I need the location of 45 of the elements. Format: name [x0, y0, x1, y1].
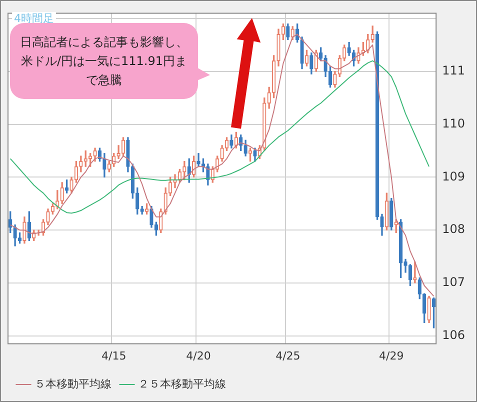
candlestick — [88, 153, 92, 167]
legend-label: ５本移動平均線 — [34, 377, 112, 390]
x-tick-label: 4/29 — [379, 349, 404, 362]
y-tick-label: 110 — [442, 116, 465, 130]
candlestick — [408, 264, 412, 286]
candlestick — [418, 277, 422, 300]
x-tick-label: 4/15 — [101, 349, 126, 362]
candlestick — [244, 140, 248, 156]
candlestick — [196, 153, 200, 167]
candlestick — [253, 148, 257, 162]
candlestick — [136, 187, 140, 215]
candlestick — [126, 137, 130, 172]
candlestick — [50, 203, 55, 215]
candlestick — [427, 296, 431, 323]
y-tick-label: 111 — [442, 64, 465, 78]
candlestick — [144, 203, 149, 215]
x-tick-label: 4/20 — [186, 349, 211, 362]
candlestick — [333, 71, 337, 88]
candlestick — [107, 160, 111, 172]
candlestick — [390, 198, 394, 230]
candlestick — [384, 192, 389, 230]
candlestick — [102, 153, 106, 178]
candlestick — [230, 134, 234, 148]
candlestick — [79, 156, 83, 172]
y-tick-label: 108 — [442, 222, 465, 236]
candlestick — [168, 176, 172, 196]
y-tick-label: 106 — [442, 328, 465, 342]
candlestick — [13, 224, 17, 246]
candlestick — [60, 182, 64, 204]
candlestick — [234, 132, 238, 148]
candlestick — [286, 23, 290, 40]
candlestick — [304, 50, 309, 66]
candlestick — [22, 216, 26, 244]
x-tick-label: 4/25 — [276, 349, 300, 362]
legend-label: ２５本移動平均線 — [138, 377, 226, 390]
candlestick — [18, 232, 22, 244]
annotation: 日高記者による記事も影響し、米ドル/円は一気に111.91円まで急騰 — [19, 34, 189, 88]
candlestick — [310, 52, 314, 74]
chart-title: 4時間足 — [12, 12, 56, 25]
candlestick — [93, 148, 97, 162]
y-tick-label: 109 — [442, 169, 465, 184]
candlestick — [422, 293, 426, 323]
candlestick — [140, 206, 144, 215]
candlestick — [290, 26, 294, 40]
y-tick-label: 107 — [442, 275, 465, 290]
